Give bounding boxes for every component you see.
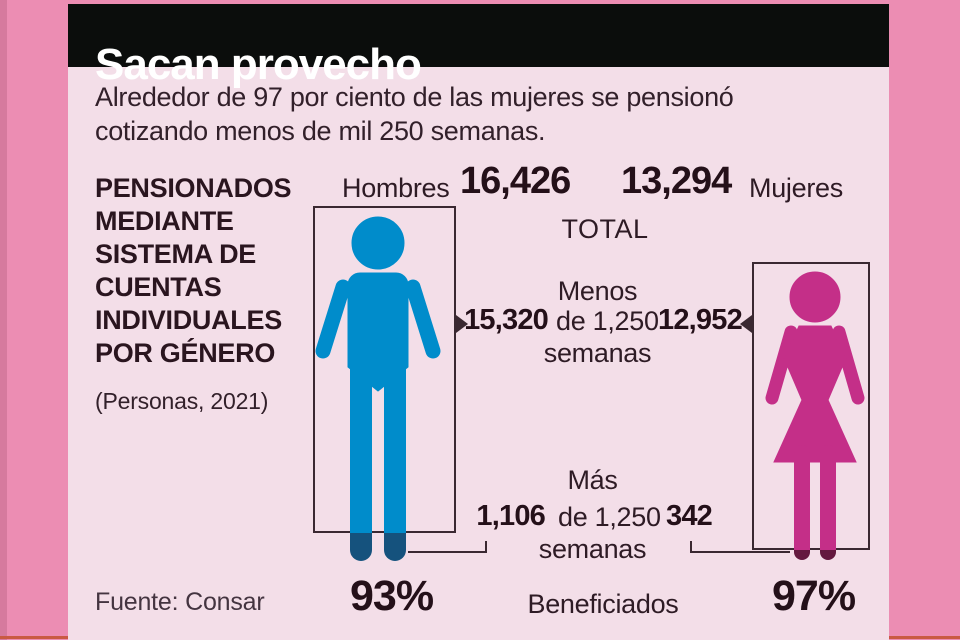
man-pointer-arrow-icon: [456, 315, 468, 333]
chart-heading: PENSIONADOS MEDIANTE SISTEMA DE CUENTAS …: [95, 172, 292, 370]
hombres-percent-value: 93%: [350, 572, 434, 620]
woman-pointer-arrow-icon: [740, 315, 752, 333]
female-figure-icon: [753, 268, 877, 562]
woman-connector-bracket: [690, 541, 790, 553]
chart-heading-line: MEDIANTE: [95, 206, 234, 236]
beneficiados-label: Beneficiados: [527, 589, 679, 619]
chart-heading-line: POR GÉNERO: [95, 338, 276, 368]
menos-line-2: de 1,250: [556, 306, 659, 336]
mujeres-label: Mujeres: [749, 173, 843, 203]
mujeres-total-value: 13,294: [621, 160, 732, 202]
page-title: Sacan provecho: [95, 40, 422, 90]
chart-heading-line: PENSIONADOS: [95, 173, 292, 203]
total-label: TOTAL: [561, 214, 649, 244]
chart-heading-line: SISTEMA DE: [95, 239, 257, 269]
menos-line-3: semanas: [543, 338, 652, 368]
chart-heading-line: CUENTAS: [95, 272, 222, 302]
mas-hombres-value: 1,106: [476, 500, 545, 532]
intro-line-1: Alrededor de 97 por ciento de las mujere…: [95, 82, 734, 112]
chart-heading-line: INDIVIDUALES: [95, 305, 282, 335]
source-note: Fuente: Consar: [95, 588, 265, 616]
hombres-total-value: 16,426: [460, 160, 571, 202]
male-figure-icon: [310, 215, 446, 563]
hombres-label: Hombres: [342, 173, 450, 203]
woman-measure-box: [752, 262, 870, 550]
left-edge-stripe: [0, 0, 7, 640]
mas-line-2: de 1,250: [558, 502, 661, 532]
title-bar: Sacan provecho: [68, 4, 889, 89]
man-connector-bracket: [408, 541, 487, 553]
mujeres-percent-value: 97%: [772, 572, 856, 620]
menos-mujeres-value: 12,952: [658, 304, 743, 336]
menos-line-1: Menos: [557, 276, 638, 306]
chart-heading-note: (Personas, 2021): [95, 388, 269, 414]
menos-hombres-value: 15,320: [464, 304, 549, 336]
mas-mujeres-value: 342: [666, 500, 713, 532]
intro-line-2: cotizando menos de mil 250 semanas.: [95, 116, 546, 146]
mas-line-1: Más: [567, 465, 618, 495]
mas-line-3: semanas: [538, 534, 647, 564]
